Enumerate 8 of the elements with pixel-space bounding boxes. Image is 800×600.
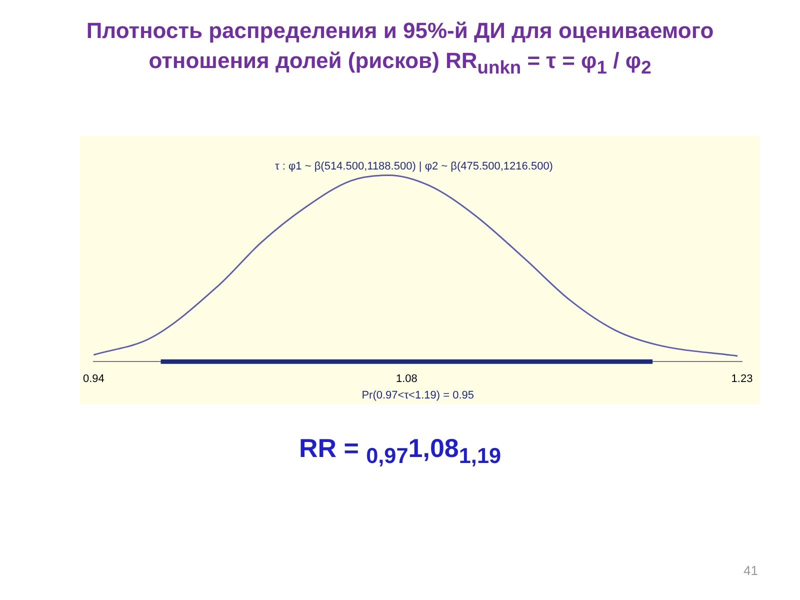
- x-tick-label: 1.08: [396, 373, 418, 386]
- chart-subtitle: τ : φ1 ~ β(514.500,1188.500) | φ2 ~ β(475.500,1216.500): [275, 160, 553, 173]
- text: 41: [744, 563, 758, 578]
- x-tick-label: 1.23: [731, 373, 753, 386]
- x-axis-title: Pr(0.97<τ<1.19) = 0.95: [362, 389, 474, 402]
- x-tick-label: 0.94: [82, 373, 104, 386]
- chart-title: Плотность распределения и 95%-й ДИ для оцениваемого отношения долей (рисков) RR$_{unkn}$ = τ = φ$_{1}$ / φ$_{2}$: [85, 17, 715, 80]
- text: RR = $_{0,97}$1,08$_{1,19}$: [298, 433, 502, 470]
